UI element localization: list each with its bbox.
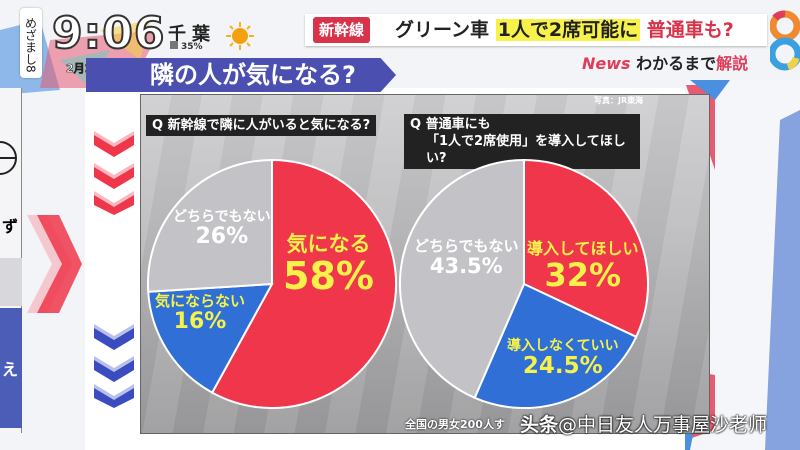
pie1-slice-not-concerned <box>147 282 274 394</box>
pie1-slice-neither <box>146 158 273 293</box>
pie1-label-not-concerned: 気にならない 16% <box>155 292 246 334</box>
pie2-slice-neither <box>398 158 525 400</box>
pie1-slice-concerned <box>210 158 398 409</box>
left-panel-gray-band <box>0 258 22 306</box>
pie2-label-neither: どちらでもない 43.5% <box>414 237 519 278</box>
left-panel-text-top: ず <box>2 217 19 236</box>
humidity-icon <box>170 41 178 49</box>
panel-title-banner <box>86 58 396 92</box>
survey-footnote: 全国の男女200人す <box>405 418 505 431</box>
pie-chart-1 <box>146 158 398 409</box>
show-8-logo-icon <box>770 10 800 71</box>
headline-tag: 新幹線 <box>313 17 371 43</box>
panel-title: 隣の人が気になる? <box>150 61 356 89</box>
left-panel-blue-band <box>0 308 22 428</box>
pie1-label-neither: どちらでもない 26% <box>173 209 271 250</box>
chevron-right-icon <box>27 215 82 313</box>
question-1: Q 新幹線で隣に人がいると気になる? <box>146 115 377 136</box>
headline-bar: 新幹線 グリーン車 1人で2席可能に 普通車も? <box>305 14 767 46</box>
pie2-slice-want <box>523 158 649 339</box>
pie2-label-want: 導入してほしい 32% <box>527 239 639 294</box>
question-2: Q 普通車にも 「1人で2席使用」を導入してほしい? <box>404 114 640 169</box>
chevron-down-blue-icon <box>94 324 134 408</box>
circle-symbol-icon <box>0 141 17 175</box>
watermark: 头条@中日友人万事屋沙老师 <box>520 414 768 436</box>
show-logo: めざまし8 <box>20 8 42 78</box>
news-subtitle: News わかるまで解説 <box>582 54 749 73</box>
sun-icon <box>226 22 254 50</box>
photo-credit: 写真：JR東海 <box>594 96 644 105</box>
chevron-down-red-icon <box>94 131 134 215</box>
headline-text: グリーン車 1人で2席可能に 普通車も? <box>395 19 734 41</box>
pie2-slice-not-needed <box>473 282 638 409</box>
left-panel-text-bottom: え <box>2 360 19 379</box>
clock-time: 9:06 <box>51 8 166 59</box>
humidity: 35% <box>170 41 203 52</box>
pie2-label-not-needed: 導入しなくていい 24.5% <box>507 338 619 380</box>
pie1-label-concerned: 気になる 58% <box>283 232 374 299</box>
pie-chart-2 <box>398 158 649 409</box>
weather-city: 千葉 <box>168 24 216 45</box>
previous-panel: ず え <box>0 88 22 433</box>
